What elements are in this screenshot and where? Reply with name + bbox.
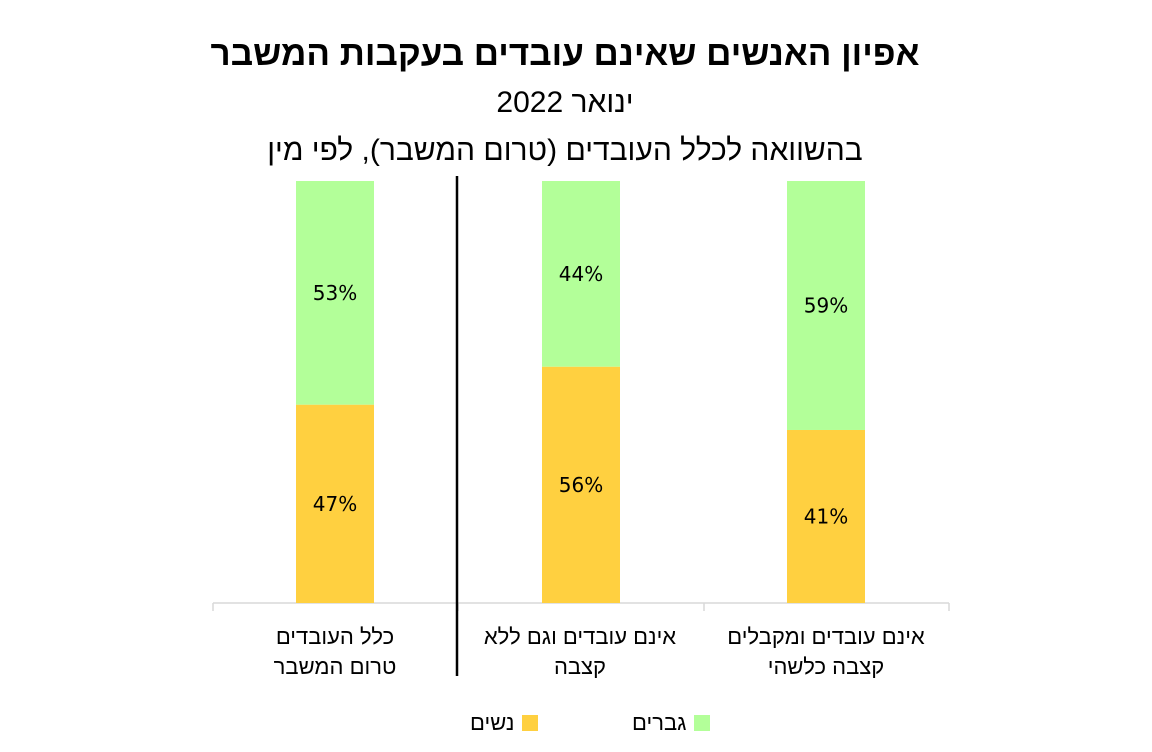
- bar-segment-men: [542, 181, 620, 367]
- data-label-men: 44%: [559, 262, 603, 286]
- bar-segment-men: [787, 181, 865, 430]
- chart-legend: נשים גברים: [0, 710, 1152, 740]
- legend-label-women: נשים: [470, 710, 515, 735]
- category-label-line: טרום המשבר: [273, 654, 397, 679]
- data-label-men: 59%: [804, 293, 848, 317]
- chart-title: אפיון האנשים שאינם עובדים בעקבות המשבר: [210, 34, 920, 73]
- bar-segment-women: [787, 429, 865, 603]
- category-label-line: כלל העובדים: [275, 624, 395, 649]
- chart-subtitle-date: ינואר 2022: [496, 86, 634, 119]
- chart-subtitle-comparison: בהשוואה לכלל העובדים (טרום המשבר), לפי מ…: [267, 134, 863, 167]
- data-label-women: 56%: [559, 473, 603, 497]
- legend-label-men: גברים: [632, 710, 687, 735]
- data-label-women: 41%: [804, 504, 848, 528]
- bar-segment-men: [296, 181, 374, 405]
- data-label-women: 47%: [313, 492, 357, 516]
- legend-item-men: גברים: [632, 710, 711, 736]
- data-label-men: 53%: [313, 281, 357, 305]
- legend-swatch-women: [522, 715, 539, 731]
- category-label-line: קצבה: [553, 654, 607, 679]
- legend-swatch-men: [694, 715, 711, 731]
- category-label-no-benefit: אינם עובדים וגם ללא קצבה: [460, 622, 700, 682]
- bar-segment-women: [296, 404, 374, 603]
- category-label-line: קצבה כלשהי: [767, 654, 885, 679]
- category-label-all-workers: כלל העובדים טרום המשבר: [215, 622, 455, 682]
- legend-item-women: נשים: [470, 710, 539, 736]
- bar-segment-women: [542, 366, 620, 603]
- category-label-line: אינם עובדים ומקבלים: [727, 624, 925, 649]
- category-label-receiving-benefit: אינם עובדים ומקבלים קצבה כלשהי: [706, 622, 946, 682]
- category-label-line: אינם עובדים וגם ללא: [483, 624, 677, 649]
